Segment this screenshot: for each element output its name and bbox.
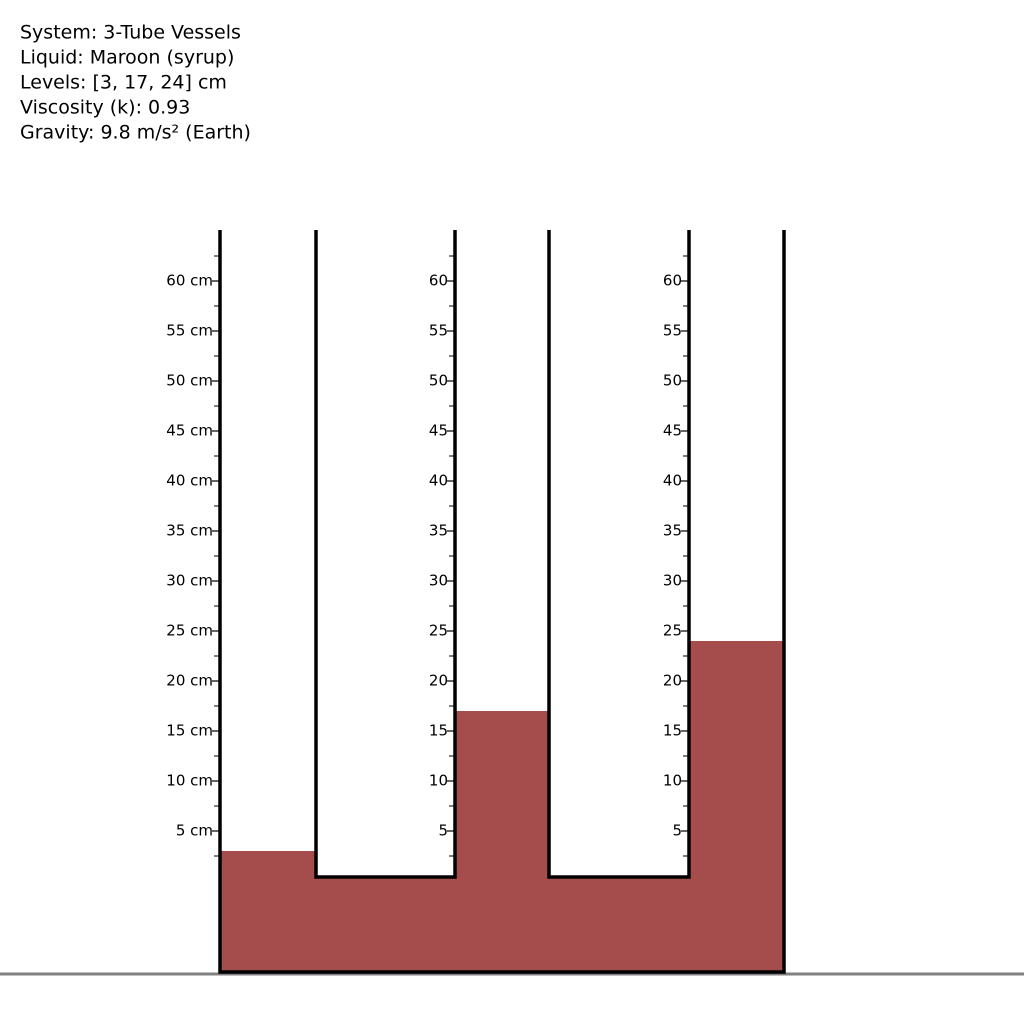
tick-label: 60 [429,272,448,290]
tick-label: 45 cm [166,422,213,440]
tick-label: 50 cm [166,372,213,390]
info-panel: System: 3-Tube Vessels Liquid: Maroon (sy… [20,22,251,144]
vessel-walls [218,230,786,974]
tick-label: 35 [663,522,682,540]
tick-label: 35 [429,522,448,540]
tick-label: 10 [429,772,448,790]
tick-label: 35 cm [166,522,213,540]
tick-label: 5 [672,822,682,840]
tick-label: 45 [429,422,448,440]
tick-label: 15 cm [166,722,213,740]
liquid-column [220,851,316,878]
tick-label: 50 [663,372,682,390]
tick-label: 55 [663,322,682,340]
info-line: System: 3-Tube Vessels [20,22,241,44]
tick-label: 5 [438,822,448,840]
tick-label: 20 [429,672,448,690]
tick-label: 45 [663,422,682,440]
info-line: Liquid: Maroon (syrup) [20,47,234,69]
tick-label: 25 [429,622,448,640]
tick-label: 20 [663,672,682,690]
tick-label: 60 [663,272,682,290]
tick-label: 10 [663,772,682,790]
tick-label: 55 [429,322,448,340]
liquid-column [455,711,549,878]
liquid-channel [220,877,784,972]
tick-label: 25 cm [166,622,213,640]
liquid-column [689,641,784,878]
liquid [220,641,784,972]
tick-label: 15 [663,722,682,740]
info-line: Gravity: 9.8 m/s² (Earth) [20,122,251,144]
tick-label: 15 [429,722,448,740]
tick-label: 30 cm [166,572,213,590]
tick-label: 5 cm [176,822,213,840]
tick-label: 30 [429,572,448,590]
tick-label: 40 [663,472,682,490]
tick-label: 40 cm [166,472,213,490]
tick-label: 20 cm [166,672,213,690]
tick-label: 40 [429,472,448,490]
info-line: Levels: [3, 17, 24] cm [20,72,227,94]
tick-label: 55 cm [166,322,213,340]
tick-label: 50 [429,372,448,390]
tick-label: 60 cm [166,272,213,290]
tick-label: 25 [663,622,682,640]
info-line: Viscosity (k): 0.93 [20,97,190,119]
tick-label: 10 cm [166,772,213,790]
tick-label: 30 [663,572,682,590]
